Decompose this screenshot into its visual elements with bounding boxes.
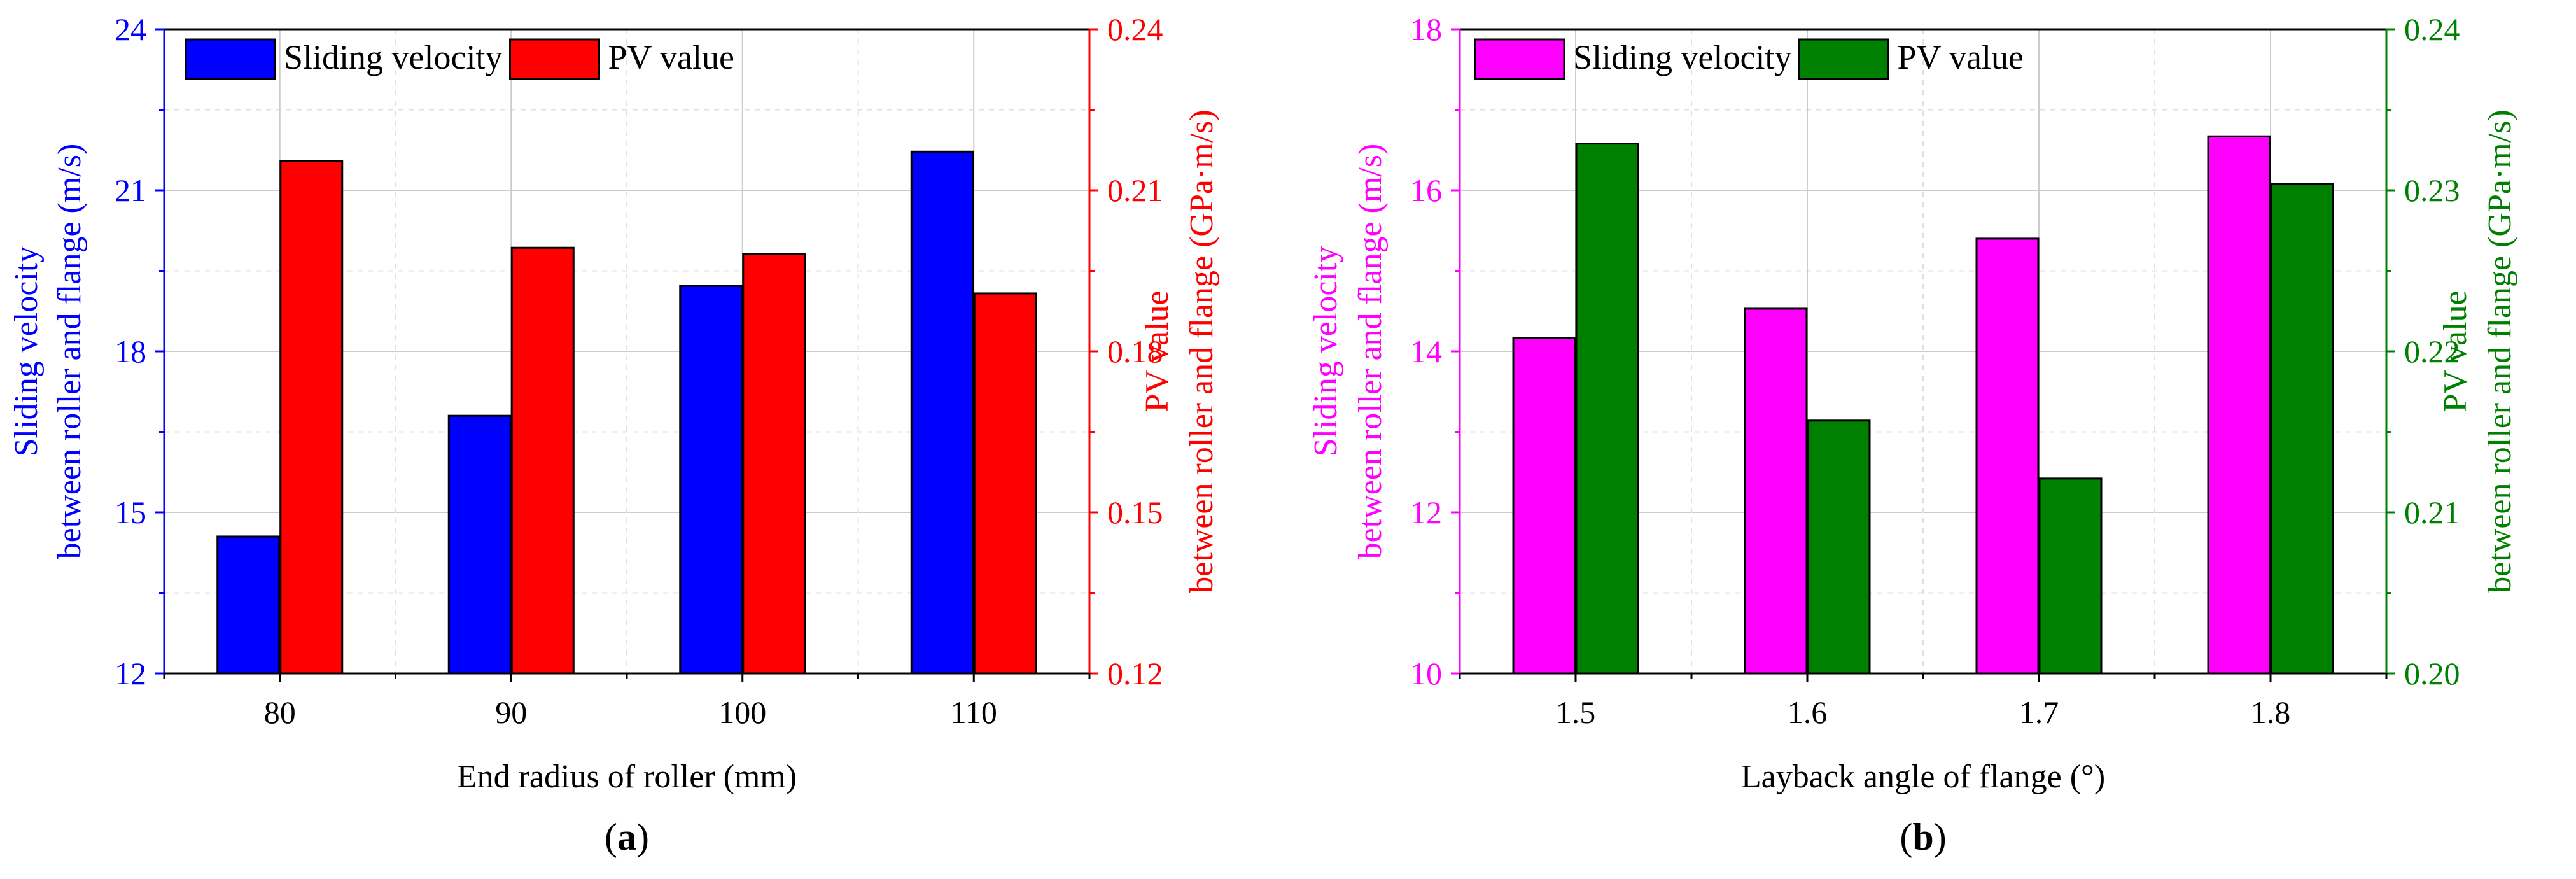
panel-b-left-tick-label: 10 [1410, 656, 1442, 691]
panel-a-left-tick-label: 24 [115, 11, 146, 47]
panel-a-right-tick-label: 0.18 [1107, 334, 1163, 369]
panel-a-right-tick-label: 0.15 [1107, 495, 1163, 530]
panel-b-legend-label-pv-value: PV value [1898, 38, 2024, 76]
panel-a-legend-label-pv-value: PV value [608, 38, 735, 76]
panel-b-right-tick-label: 0.24 [2404, 11, 2460, 47]
panel-b-bar-sliding-velocity-1-5 [1512, 336, 1576, 675]
panel-b-panel-label-letter: b [1912, 816, 1933, 858]
panel-b-bar-pv-value-1-5 [1575, 143, 1639, 675]
panel-a-panel-label: (a) [605, 816, 649, 858]
panel-a-bar-sliding-velocity-100 [679, 285, 743, 675]
panel-a-legend-swatch-sliding-velocity [185, 38, 276, 80]
panel-b-legend-swatch-pv-value [1798, 38, 1889, 80]
panel-b-left-tick-label: 18 [1410, 11, 1442, 47]
panel-b-legend-swatch-sliding-velocity [1474, 38, 1565, 80]
panel-a-bar-sliding-velocity-80 [216, 535, 281, 675]
panel-a-x-tick-label-100: 100 [718, 694, 766, 730]
panel-a-panel-label-letter: a [617, 816, 636, 858]
panel-b-panel-label-close-paren: ) [1934, 816, 1947, 858]
panel-b-left-tick-label: 16 [1410, 172, 1442, 208]
panel-b-right-axis-title-line2: between roller and flange (GPa·m/s) [2482, 109, 2518, 593]
panel-b-left-axis-title-line2: between roller and flange (m/s) [1352, 144, 1389, 559]
panel-a-panel-label-open-paren: ( [605, 816, 617, 858]
panel-a-bar-pv-value-90 [510, 246, 575, 675]
panel-a-x-tick-label-80: 80 [264, 694, 296, 730]
panel-b-bar-pv-value-1-6 [1807, 419, 1871, 675]
panel-b-left-tick-label: 12 [1410, 495, 1442, 530]
panel-a-x-axis-title: End radius of roller (mm) [457, 759, 797, 795]
panel-b-bar-pv-value-1-8 [2270, 183, 2334, 675]
panel-b-bar-sliding-velocity-1-6 [1744, 307, 1808, 675]
panel-b-right-tick-label: 0.20 [2404, 656, 2460, 691]
panel-a-right-tick-label: 0.21 [1107, 172, 1163, 208]
panel-b-x-tick-label-1-6: 1.6 [1788, 694, 1828, 730]
panel-b-right-tick-label: 0.22 [2404, 334, 2460, 369]
panel-a-bar-sliding-velocity-110 [910, 150, 974, 675]
panel-a-legend-swatch-pv-value [509, 38, 600, 80]
panel-a-legend: Sliding velocity PV value [185, 38, 735, 80]
panel-a-left-tick-label: 15 [115, 495, 146, 530]
panel-a-right-axis-title-line1: PV value [1139, 290, 1175, 412]
panel-b-right-tick-label: 0.21 [2404, 495, 2460, 530]
panel-b-x-tick-label-1-8: 1.8 [2251, 694, 2291, 730]
panel-b-bar-sliding-velocity-1-8 [2207, 135, 2271, 675]
panel-b-panel-label: (b) [1900, 816, 1946, 858]
panel-a-x-tick-label-110: 110 [951, 694, 997, 730]
panel-a-bar-pv-value-100 [742, 253, 806, 675]
panel-b-right-tick-label: 0.23 [2404, 172, 2460, 208]
panel-a-left-tick-label: 12 [115, 656, 146, 691]
panel-a-x-tick-label-90: 90 [495, 694, 527, 730]
panel-a-left-axis-title-line2: between roller and flange (m/s) [52, 144, 88, 559]
panel-b-bar-sliding-velocity-1-7 [1975, 237, 2040, 675]
panel-a-panel-label-close-paren: ) [636, 816, 649, 858]
panel-b-legend: Sliding velocity PV value [1474, 38, 2024, 80]
panel-a-left-tick-label: 21 [115, 172, 146, 208]
panel-b-panel-label-open-paren: ( [1900, 816, 1912, 858]
panel-b-right-axis-title-line1: PV value [2437, 290, 2474, 412]
panel-b: 10 12 14 16 18 0.20 0.21 0.22 0.23 0.24 1.5 1.6 1.7 1… [1308, 11, 2518, 858]
panel-a: 12 15 18 21 24 0.12 0.15 0.18 0.21 0.24 80 90 100 110… [8, 11, 1220, 858]
panel-b-x-tick-label-1-5: 1.5 [1556, 694, 1596, 730]
panel-b-legend-label-sliding-velocity: Sliding velocity [1573, 38, 1792, 76]
panel-a-legend-label-sliding-velocity: Sliding velocity [284, 38, 503, 76]
panel-a-right-tick-label: 0.24 [1107, 11, 1163, 47]
panel-a-bar-pv-value-110 [973, 292, 1037, 675]
panel-b-bar-pv-value-1-7 [2038, 477, 2103, 675]
panel-a-right-tick-label: 0.12 [1107, 656, 1163, 691]
panel-a-bar-sliding-velocity-90 [447, 414, 512, 675]
panel-b-x-tick-label-1-7: 1.7 [2019, 694, 2059, 730]
panel-b-x-axis-title: Layback angle of flange (°) [1741, 759, 2105, 795]
panel-a-left-tick-label: 18 [115, 334, 146, 369]
panel-a-left-axis-title-line1: Sliding velocity [8, 246, 45, 457]
panel-b-left-tick-label: 14 [1410, 334, 1442, 369]
panel-a-right-axis-title-line2: between roller and flange (GPa·m/s) [1184, 109, 1220, 593]
panel-a-bar-pv-value-80 [279, 160, 344, 675]
panel-b-left-axis-title-line1: Sliding velocity [1308, 246, 1344, 457]
